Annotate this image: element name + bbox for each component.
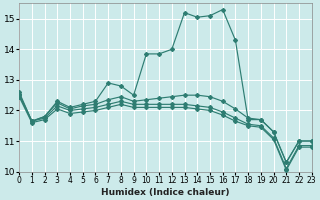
X-axis label: Humidex (Indice chaleur): Humidex (Indice chaleur) bbox=[101, 188, 230, 197]
